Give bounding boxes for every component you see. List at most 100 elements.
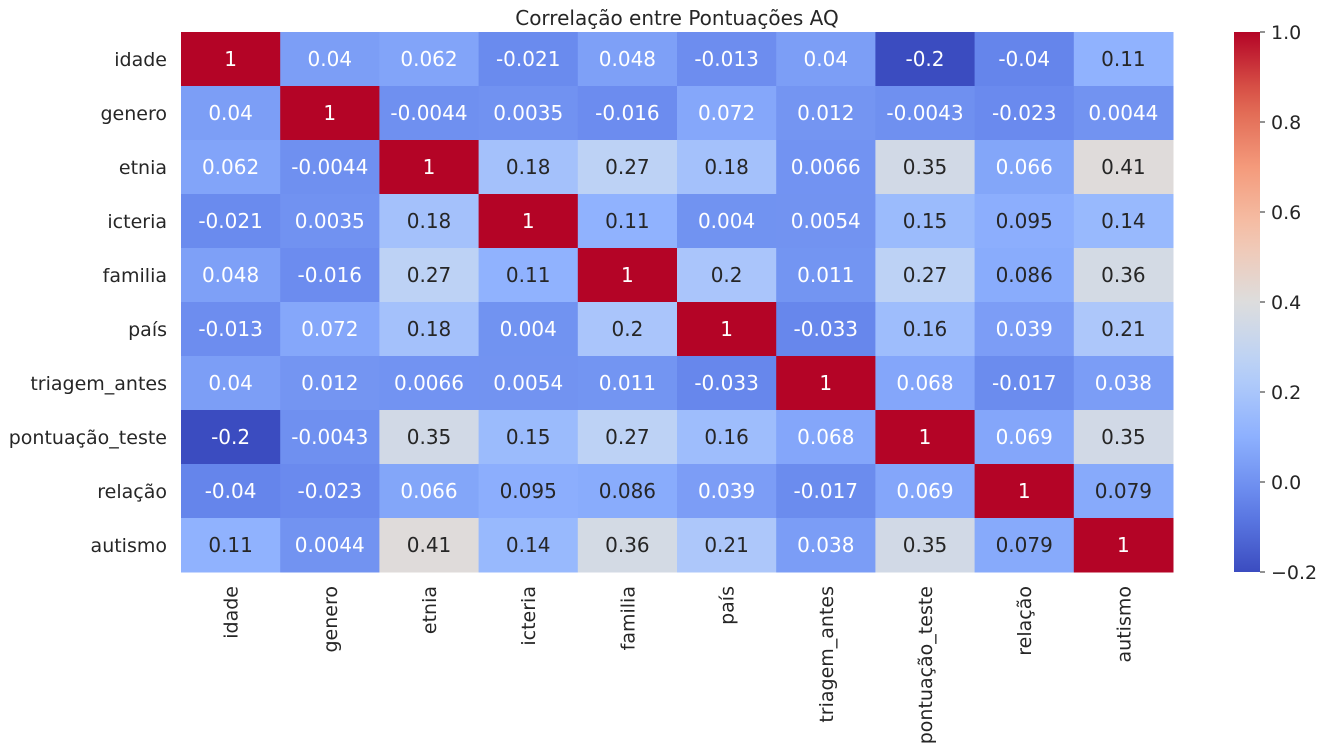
cell-value-label: 1	[224, 47, 237, 71]
heatmap-cell	[577, 302, 678, 357]
cell-value-label: 0.066	[996, 155, 1053, 179]
chart-title: Correlação entre Pontuações AQ	[515, 6, 839, 30]
cell-value-label: -0.033	[794, 317, 858, 341]
cell-value-label: 0.41	[1101, 155, 1146, 179]
cell-value-label: 0.066	[400, 479, 457, 503]
cell-value-label: 0.27	[605, 155, 650, 179]
colorbar-tick-label: 0.6	[1271, 202, 1301, 224]
cell-value-label: 0.072	[698, 101, 755, 125]
heatmap-cell	[875, 464, 976, 519]
column-tick-label: relação	[1014, 586, 1036, 656]
cell-value-label: 0.16	[903, 317, 948, 341]
heatmap-cell	[379, 248, 480, 303]
cell-value-label: -0.2	[905, 47, 944, 71]
cell-value-label: 0.004	[698, 209, 755, 233]
heatmap-cell	[677, 194, 777, 249]
heatmap-cell	[379, 464, 480, 519]
heatmap-cell	[1073, 302, 1174, 357]
cell-value-label: 0.0066	[394, 371, 464, 395]
heatmap-cell	[478, 248, 579, 303]
cell-value-label: 0.0044	[1088, 101, 1158, 125]
column-tick-label: icteria	[518, 586, 540, 646]
cell-value-label: 1	[522, 209, 535, 233]
heatmap-cell	[478, 32, 579, 87]
heatmap-cell	[974, 356, 1075, 411]
heatmap-cell	[776, 464, 876, 519]
heatmap-cell	[776, 518, 876, 573]
column-tick-label: país	[717, 586, 739, 625]
heatmap-cell	[776, 356, 876, 411]
cell-value-label: 0.14	[506, 533, 551, 557]
cell-value-label: 0.0054	[493, 371, 563, 395]
colorbar-tick-label: 0.8	[1271, 112, 1301, 134]
column-tick-labels: idade genero etnia icteria familia país triage…	[221, 586, 1136, 744]
cell-value-label: -0.0044	[390, 101, 467, 125]
cell-value-label: 0.079	[996, 533, 1053, 557]
heatmap-cell	[181, 32, 281, 87]
cell-value-label: 0.11	[1101, 47, 1146, 71]
cell-value-label: 0.14	[1101, 209, 1146, 233]
heatmap-cell	[577, 356, 678, 411]
heatmap-cell	[280, 518, 380, 573]
cell-value-label: 0.048	[599, 47, 656, 71]
column-tick-label: idade	[221, 586, 243, 639]
column-tick-label: genero	[320, 586, 342, 653]
heatmap-cell	[379, 410, 480, 465]
heatmap-cell	[776, 86, 876, 141]
colorbar-tick-label: 0.2	[1271, 382, 1301, 404]
heatmap-cell	[379, 518, 480, 573]
heatmap-cell	[776, 410, 876, 465]
cell-value-label: -0.017	[794, 479, 858, 503]
cell-value-label: -0.04	[998, 47, 1050, 71]
heatmap-cell	[577, 140, 678, 195]
heatmap-cell	[181, 464, 281, 519]
cell-value-label: 0.079	[1095, 479, 1152, 503]
heatmap-cell	[677, 464, 777, 519]
cell-value-label: 1	[323, 101, 336, 125]
heatmap-cell	[280, 356, 380, 411]
cell-value-label: 0.0054	[791, 209, 861, 233]
heatmap-cell	[875, 518, 976, 573]
heatmap-cell	[1073, 356, 1174, 411]
row-tick-label: pontuação_teste	[9, 427, 167, 449]
cell-value-label: 0.27	[407, 263, 452, 287]
heatmap-cell	[1073, 518, 1174, 573]
heatmap-cell	[379, 86, 480, 141]
cell-value-label: 0.012	[301, 371, 358, 395]
heatmap-cell	[181, 86, 281, 141]
cell-value-label: 0.35	[903, 155, 948, 179]
heatmap-cell	[577, 518, 678, 573]
heatmap-cell	[1073, 248, 1174, 303]
heatmap-cell	[974, 464, 1075, 519]
colorbar	[1234, 32, 1260, 572]
row-tick-label: etnia	[119, 157, 167, 179]
heatmap-cell	[280, 248, 380, 303]
cell-value-label: 0.0044	[295, 533, 365, 557]
cell-value-label: -0.021	[198, 209, 262, 233]
cell-value-label: 0.072	[301, 317, 358, 341]
heatmap-cell	[875, 32, 976, 87]
cell-value-label: 0.095	[500, 479, 557, 503]
cell-value-label: 0.04	[208, 101, 253, 125]
cell-value-label: 0.21	[704, 533, 749, 557]
cell-value-label: 0.062	[400, 47, 457, 71]
heatmap-cell	[577, 32, 678, 87]
heatmap-cell	[577, 194, 678, 249]
heatmap-cell	[181, 302, 281, 357]
cell-value-label: -0.023	[992, 101, 1056, 125]
cell-value-label: 0.11	[208, 533, 253, 557]
heatmap-cell	[974, 248, 1075, 303]
heatmap-cell	[478, 410, 579, 465]
cell-value-label: 0.35	[407, 425, 452, 449]
heatmap-cell	[875, 86, 976, 141]
cell-value-label: 0.21	[1101, 317, 1146, 341]
heatmap-cell	[677, 518, 777, 573]
cell-value-label: 0.069	[896, 479, 953, 503]
cell-value-label: 0.15	[903, 209, 948, 233]
heatmap-cell	[677, 248, 777, 303]
cell-value-label: 0.27	[605, 425, 650, 449]
heatmap-cell	[677, 302, 777, 357]
cell-value-label: 1	[423, 155, 436, 179]
heatmap-cell	[677, 86, 777, 141]
